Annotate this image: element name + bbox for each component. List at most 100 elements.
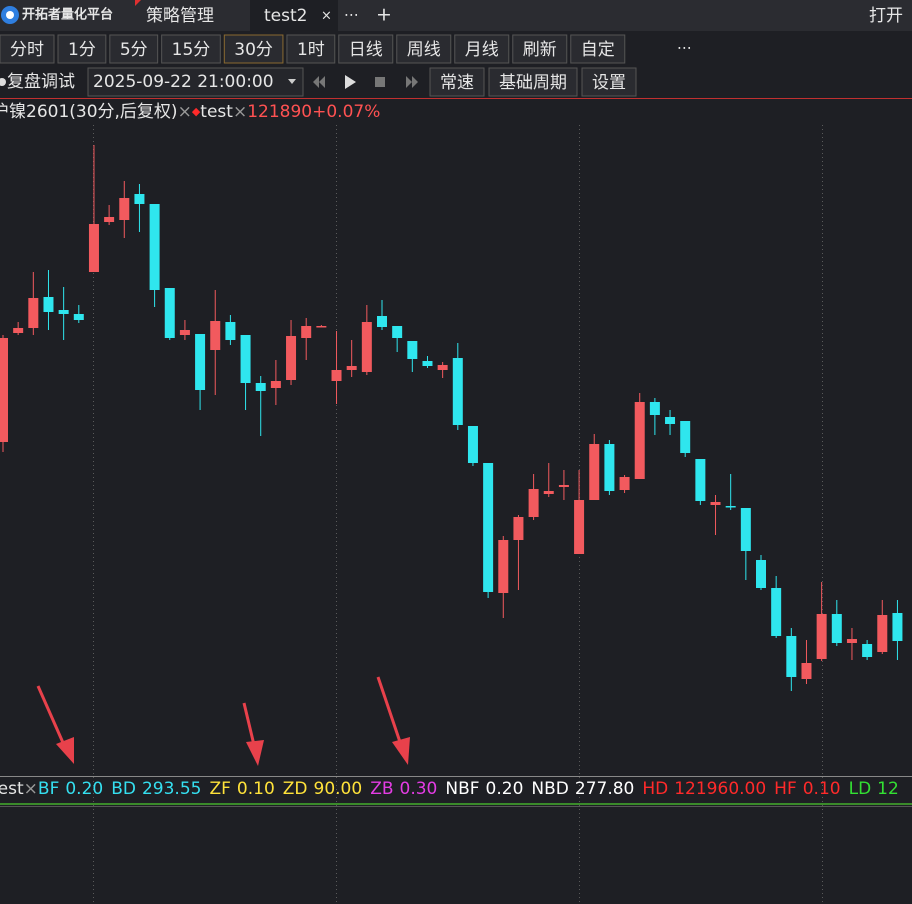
period-button-label: 日线 bbox=[349, 40, 383, 60]
period-button[interactable] bbox=[0, 34, 55, 64]
arrow-head bbox=[392, 737, 410, 765]
candle-body bbox=[513, 517, 524, 540]
candle-body bbox=[422, 361, 433, 366]
candle-body bbox=[892, 613, 903, 641]
forward-icon[interactable] bbox=[406, 76, 412, 88]
candle-body bbox=[543, 491, 554, 494]
close-mark[interactable]: × bbox=[178, 102, 192, 122]
strategy: test bbox=[0, 779, 24, 799]
close-mark[interactable]: × bbox=[24, 779, 38, 799]
tab[interactable]: test2 bbox=[264, 6, 307, 26]
candle-body bbox=[0, 338, 8, 442]
candle-body bbox=[301, 326, 312, 338]
rewind-icon[interactable] bbox=[313, 76, 319, 88]
replay-controls bbox=[313, 75, 418, 89]
period-toolbar: 分时 1分 5分 15分 30分 1时 日线 周线 月线 刷新 自定 bbox=[0, 34, 626, 64]
candle-body bbox=[589, 444, 600, 500]
period-button[interactable] bbox=[223, 34, 284, 64]
candle-body bbox=[498, 540, 509, 593]
candle-body bbox=[786, 636, 797, 677]
tab-bar bbox=[0, 0, 912, 31]
candle-body bbox=[604, 444, 615, 491]
candles bbox=[0, 145, 903, 691]
datetime-dropdown[interactable] bbox=[87, 67, 304, 97]
play-icon[interactable] bbox=[345, 75, 356, 89]
candle-body bbox=[649, 402, 660, 415]
candle-body bbox=[134, 194, 145, 204]
active-tab[interactable] bbox=[250, 0, 338, 31]
close-mark[interactable]: × bbox=[233, 102, 247, 122]
price: 121890+0.07% bbox=[247, 102, 380, 122]
candle-body bbox=[437, 365, 448, 370]
period-button-label: 周线 bbox=[407, 40, 441, 60]
candle-body bbox=[528, 489, 539, 517]
stop-icon[interactable] bbox=[375, 77, 385, 87]
candle-body bbox=[574, 500, 585, 554]
arrow-head bbox=[56, 737, 74, 764]
forward-icon-2 bbox=[412, 76, 418, 88]
candle-body bbox=[104, 217, 115, 222]
period-button[interactable] bbox=[338, 34, 394, 64]
candle-body bbox=[801, 663, 812, 679]
period-button[interactable] bbox=[454, 34, 510, 64]
tab[interactable]: 策略管理 bbox=[146, 6, 214, 26]
period-button[interactable] bbox=[396, 34, 452, 64]
indicator-name: HF bbox=[774, 779, 797, 799]
tab-more[interactable]: ⋯ bbox=[344, 6, 359, 24]
candle-body bbox=[392, 326, 403, 338]
arrow bbox=[376, 676, 402, 743]
indicator-value: 277.80 bbox=[575, 779, 634, 799]
candle-body bbox=[28, 298, 39, 328]
period-button[interactable] bbox=[161, 34, 221, 64]
replay-button[interactable] bbox=[429, 67, 485, 97]
open-button[interactable]: 打开 bbox=[869, 6, 903, 26]
replay-button-label: 常速 bbox=[440, 73, 474, 93]
candle-body bbox=[73, 314, 84, 320]
candle-body bbox=[377, 316, 387, 327]
indicator-value: 293.55 bbox=[142, 779, 201, 799]
period-button-label: 15分 bbox=[172, 40, 211, 60]
candle-body bbox=[346, 366, 357, 370]
candle-body bbox=[13, 328, 24, 333]
candle-body bbox=[665, 417, 676, 424]
arrow bbox=[36, 685, 66, 746]
toolbar-more[interactable]: ⋯ bbox=[677, 39, 692, 57]
indicator-value: 0.20 bbox=[65, 779, 103, 799]
candle-body bbox=[149, 204, 160, 290]
candle-body bbox=[286, 336, 297, 380]
indicator-name: NBD bbox=[531, 779, 568, 799]
period-button[interactable] bbox=[570, 34, 626, 64]
period-button-label: 5分 bbox=[120, 40, 148, 60]
tab-add[interactable]: + bbox=[376, 4, 392, 26]
period-button-label: 自定 bbox=[581, 40, 615, 60]
replay-button[interactable] bbox=[581, 67, 637, 97]
candle-body bbox=[695, 459, 706, 501]
candle-body bbox=[877, 615, 888, 652]
candle-body bbox=[558, 485, 569, 487]
replay-dot bbox=[0, 78, 6, 86]
period-button[interactable] bbox=[512, 34, 568, 64]
period-button[interactable] bbox=[109, 34, 159, 64]
candle-body bbox=[255, 383, 266, 391]
period-button-label: 月线 bbox=[465, 40, 499, 60]
candle-body bbox=[831, 614, 842, 643]
candle-body bbox=[164, 288, 175, 338]
period-button[interactable] bbox=[286, 34, 336, 64]
candle-body bbox=[756, 560, 766, 588]
period-button[interactable] bbox=[57, 34, 107, 64]
indicator-name: BF bbox=[38, 779, 59, 799]
candle-body bbox=[740, 508, 751, 551]
candle-body bbox=[846, 639, 857, 643]
candle-body bbox=[634, 402, 645, 479]
indicator-name: BD bbox=[111, 779, 136, 799]
tab-marker bbox=[135, 0, 141, 6]
chart-title-row: 沪镍2601(30分,后复权)×◆test×121890+0.07% bbox=[0, 102, 380, 122]
dropdown-arrow bbox=[288, 79, 296, 84]
tab-close[interactable]: × bbox=[321, 9, 332, 24]
replay-button[interactable] bbox=[488, 67, 578, 97]
candle-body bbox=[619, 477, 630, 490]
replay-button-label: 设置 bbox=[592, 73, 626, 93]
indicator-name: HD bbox=[642, 779, 668, 799]
